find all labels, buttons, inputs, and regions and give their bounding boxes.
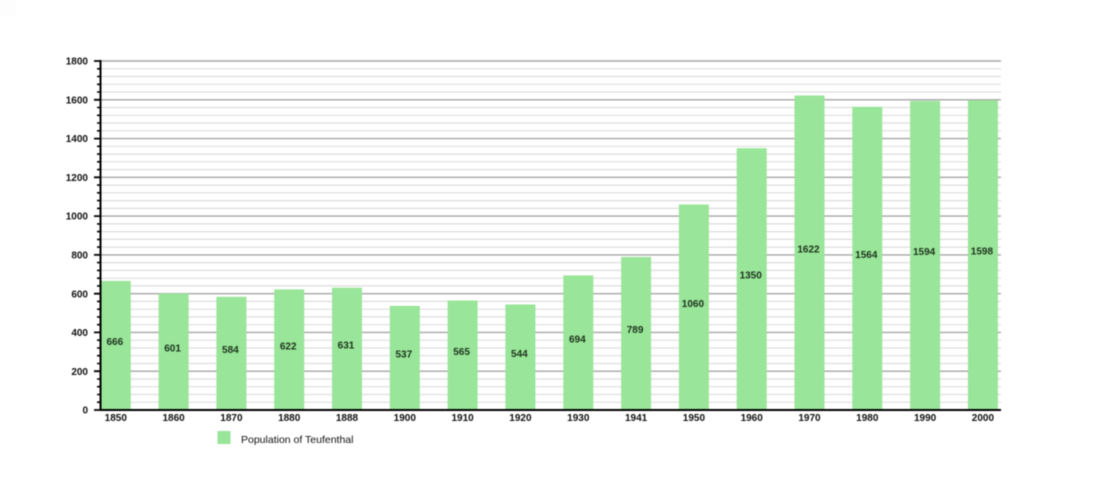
svg-text:1870: 1870 — [220, 413, 243, 424]
svg-text:537: 537 — [395, 350, 412, 361]
svg-text:1350: 1350 — [740, 271, 763, 282]
svg-text:694: 694 — [569, 334, 586, 345]
svg-text:Population of Teufenthal: Population of Teufenthal — [241, 434, 353, 446]
svg-text:2000: 2000 — [972, 413, 995, 424]
svg-text:1622: 1622 — [797, 244, 820, 255]
svg-text:601: 601 — [164, 343, 181, 354]
svg-text:1850: 1850 — [105, 413, 128, 424]
svg-text:1950: 1950 — [683, 413, 706, 424]
svg-text:1598: 1598 — [971, 247, 994, 258]
svg-text:1200: 1200 — [66, 173, 89, 184]
svg-text:600: 600 — [71, 289, 88, 300]
svg-text:1970: 1970 — [798, 413, 821, 424]
svg-text:1400: 1400 — [66, 134, 89, 145]
svg-text:1594: 1594 — [913, 247, 936, 258]
svg-text:400: 400 — [71, 328, 88, 339]
svg-text:200: 200 — [71, 367, 88, 378]
svg-text:622: 622 — [280, 341, 297, 352]
svg-text:565: 565 — [453, 347, 470, 358]
svg-text:631: 631 — [338, 340, 355, 351]
svg-text:1880: 1880 — [278, 413, 301, 424]
svg-text:1910: 1910 — [451, 413, 474, 424]
svg-text:1000: 1000 — [66, 212, 89, 223]
svg-text:1930: 1930 — [567, 413, 590, 424]
svg-text:1920: 1920 — [509, 413, 532, 424]
svg-text:666: 666 — [106, 337, 123, 348]
svg-text:1600: 1600 — [66, 95, 89, 106]
svg-text:1900: 1900 — [394, 413, 417, 424]
svg-text:1860: 1860 — [162, 413, 185, 424]
svg-text:1960: 1960 — [741, 413, 764, 424]
svg-text:800: 800 — [71, 251, 88, 262]
svg-text:1060: 1060 — [682, 299, 705, 310]
svg-text:1564: 1564 — [855, 250, 878, 261]
svg-text:1888: 1888 — [336, 413, 359, 424]
svg-text:1980: 1980 — [856, 413, 879, 424]
svg-text:1990: 1990 — [914, 413, 937, 424]
svg-text:1800: 1800 — [66, 57, 89, 68]
svg-text:0: 0 — [82, 406, 88, 417]
svg-text:584: 584 — [222, 345, 239, 356]
svg-text:1941: 1941 — [625, 413, 648, 424]
svg-text:789: 789 — [627, 325, 644, 336]
svg-text:544: 544 — [511, 349, 528, 360]
